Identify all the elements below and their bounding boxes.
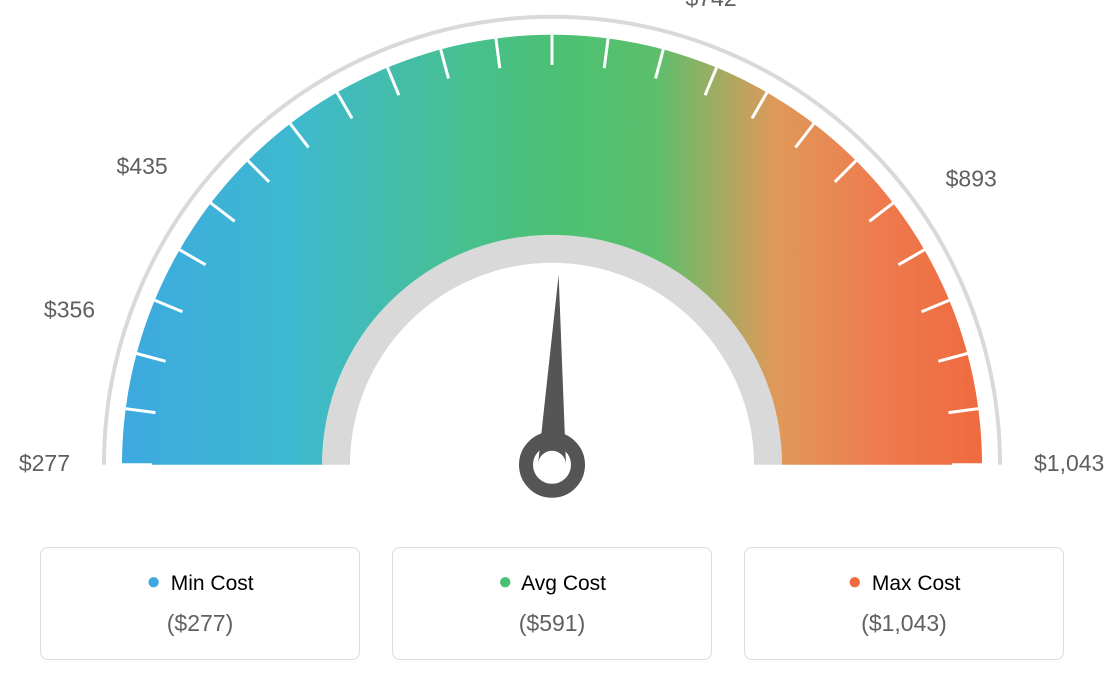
legend-row: ● Min Cost ($277) ● Avg Cost ($591) ● Ma…	[0, 547, 1104, 660]
tick-label: $356	[44, 296, 95, 322]
tick-label: $591	[392, 0, 443, 3]
gauge-area: $277 $356 $435 $591 $742 $893 $1,043	[0, 0, 1104, 560]
dot-icon: ●	[847, 568, 862, 595]
legend-title-min: ● Min Cost	[41, 568, 359, 596]
legend-value-max: ($1,043)	[745, 610, 1063, 637]
tick-label: $742	[685, 0, 736, 11]
legend-value-min: ($277)	[41, 610, 359, 637]
legend-title-text: Min Cost	[171, 572, 254, 595]
dot-icon: ●	[146, 568, 161, 595]
tick-label: $1,043	[1034, 450, 1104, 476]
legend-card-min: ● Min Cost ($277)	[40, 547, 360, 660]
gauge-svg: $277 $356 $435 $591 $742 $893 $1,043	[0, 0, 1104, 615]
tick-label: $435	[117, 153, 168, 179]
legend-title-max: ● Max Cost	[745, 568, 1063, 596]
tick-label: $893	[946, 166, 997, 192]
legend-value-avg: ($591)	[393, 610, 711, 637]
legend-title-text: Max Cost	[872, 572, 961, 595]
dot-icon: ●	[498, 568, 513, 595]
gauge-chart-container: $277 $356 $435 $591 $742 $893 $1,043 ● Min Cos…	[0, 0, 1104, 690]
tick-label: $277	[19, 450, 70, 476]
legend-title-text: Avg Cost	[521, 572, 606, 595]
needle-hub-inner	[538, 451, 566, 479]
legend-card-max: ● Max Cost ($1,043)	[744, 547, 1064, 660]
legend-title-avg: ● Avg Cost	[393, 568, 711, 596]
legend-card-avg: ● Avg Cost ($591)	[392, 547, 712, 660]
